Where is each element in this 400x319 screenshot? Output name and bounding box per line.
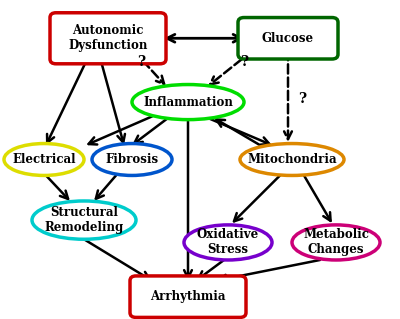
Text: Oxidative
Stress: Oxidative Stress	[197, 228, 259, 256]
Text: Metabolic
Changes: Metabolic Changes	[303, 228, 369, 256]
Text: Fibrosis: Fibrosis	[106, 153, 158, 166]
Ellipse shape	[240, 144, 344, 175]
Ellipse shape	[292, 225, 380, 260]
Text: Arrhythmia: Arrhythmia	[150, 290, 226, 303]
Text: Glucose: Glucose	[262, 32, 314, 45]
Text: Structural
Remodeling: Structural Remodeling	[44, 206, 124, 234]
Text: ?: ?	[137, 55, 145, 69]
Ellipse shape	[132, 85, 244, 120]
Ellipse shape	[32, 201, 136, 239]
FancyBboxPatch shape	[130, 276, 246, 317]
Text: Inflammation: Inflammation	[143, 96, 233, 108]
Text: Autonomic
Dysfunction: Autonomic Dysfunction	[68, 24, 148, 52]
Ellipse shape	[92, 144, 172, 175]
FancyBboxPatch shape	[238, 18, 338, 59]
Text: Electrical: Electrical	[12, 153, 76, 166]
Ellipse shape	[184, 225, 272, 260]
Text: ?: ?	[298, 92, 306, 106]
Text: Mitochondria: Mitochondria	[247, 153, 337, 166]
Text: ?: ?	[240, 55, 248, 69]
FancyBboxPatch shape	[50, 13, 166, 64]
Ellipse shape	[4, 144, 84, 175]
